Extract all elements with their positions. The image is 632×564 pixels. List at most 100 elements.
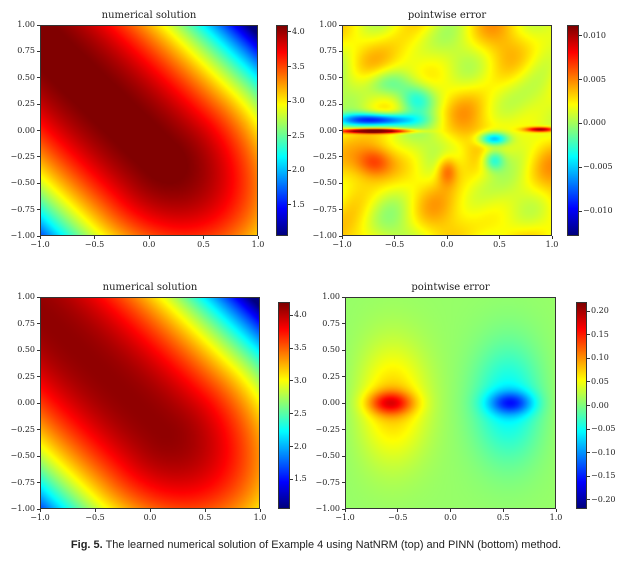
bottom-solution-colorbar xyxy=(278,302,290,509)
bottom-error-ytick-label: −0.25 xyxy=(315,424,340,434)
bottom-solution-xtick-label: 0.5 xyxy=(198,513,212,522)
top-error-ytick-mark xyxy=(339,50,342,52)
top-solution-ytick-label: −0.75 xyxy=(10,204,35,214)
bottom-solution-ytick-label: 0.50 xyxy=(17,345,35,354)
bottom-error-colorbar-tick-mark xyxy=(587,499,590,501)
top-error-ytick-label: 1.00 xyxy=(319,20,337,29)
top-error-heatmap xyxy=(342,25,552,236)
bottom-error-xtick-mark xyxy=(344,509,346,512)
bottom-solution-ytick-mark xyxy=(37,508,40,510)
top-solution-ytick-label: 0.00 xyxy=(17,125,35,135)
bottom-solution-colorbar-tick-mark xyxy=(290,380,293,382)
bottom-error-xtick-label: −0.5 xyxy=(388,513,408,522)
bottom-solution-ytick-label: 0.75 xyxy=(17,318,35,328)
top-error-xtick-mark xyxy=(394,236,395,239)
bottom-error-ytick-label: −0.75 xyxy=(315,477,340,487)
top-solution-xtick-mark xyxy=(203,236,204,239)
top-solution-colorbar-tick-label: 2.5 xyxy=(292,130,305,140)
bottom-solution-xtick-mark xyxy=(204,509,206,512)
top-solution-xtick-label: −1.0 xyxy=(30,240,50,249)
top-solution-colorbar-tick-label: 4.0 xyxy=(292,26,305,36)
top-error-colorbar-tick-mark xyxy=(579,122,582,124)
bottom-solution-colorbar-tick-label: 3.0 xyxy=(294,375,307,385)
bottom-solution-colorbar-tick-mark xyxy=(290,413,293,415)
top-solution-ytick-label: 0.75 xyxy=(17,46,35,56)
top-solution-ytick-label: 1.00 xyxy=(17,20,35,29)
bottom-error-colorbar-tick-label: 0.15 xyxy=(591,329,609,339)
bottom-error-colorbar-tick-label: −0.10 xyxy=(591,447,616,457)
bottom-solution-colorbar-tick-label: 3.5 xyxy=(294,343,307,352)
top-solution-colorbar-tick-label: 2.0 xyxy=(292,165,305,175)
bottom-solution-xtick-mark xyxy=(39,509,41,512)
bottom-solution-ytick-label: 1.00 xyxy=(17,292,35,301)
top-solution-colorbar-tick-mark xyxy=(288,204,291,206)
bottom-solution-ytick-label: 0.25 xyxy=(17,371,35,381)
top-solution-ytick-label: 0.50 xyxy=(17,72,35,82)
top-error-xtick-mark xyxy=(499,236,500,239)
bottom-solution-colorbar-tick-mark xyxy=(290,314,293,316)
bottom-solution-ytick-label: −0.50 xyxy=(10,451,35,460)
top-solution-colorbar-tick-mark xyxy=(288,100,291,102)
bottom-solution-ytick-mark xyxy=(37,376,40,377)
top-solution-xtick-mark xyxy=(94,236,95,239)
bottom-error-ytick-label: 0.00 xyxy=(322,398,340,407)
figure-caption: Fig. 5. The learned numerical solution o… xyxy=(0,539,632,551)
top-error-ytick-label: −0.25 xyxy=(312,151,337,161)
bottom-error-xtick-label: 0.0 xyxy=(444,513,457,522)
top-error-ytick-mark xyxy=(339,103,342,105)
top-solution-colorbar-tick-label: 3.5 xyxy=(292,61,305,71)
top-solution-ytick-mark xyxy=(37,209,40,211)
top-solution-title: numerical solution xyxy=(101,10,197,21)
top-solution-ytick-mark xyxy=(37,182,40,184)
bottom-error-ytick-mark xyxy=(342,323,345,324)
bottom-error-xtick-mark xyxy=(397,509,399,512)
bottom-error-colorbar-tick-mark xyxy=(587,405,590,406)
bottom-error-ytick-mark xyxy=(342,455,345,457)
bottom-solution-ytick-mark xyxy=(37,455,40,457)
bottom-error-heatmap xyxy=(345,297,556,509)
top-solution-ytick-mark xyxy=(37,235,40,237)
top-error-xtick-mark xyxy=(446,236,448,239)
bottom-error-title: pointwise error xyxy=(411,282,490,293)
top-solution-heatmap-image xyxy=(41,26,257,235)
bottom-solution-xtick-mark xyxy=(94,509,96,512)
top-error-ytick-label: −0.50 xyxy=(312,178,337,188)
top-error-ytick-mark xyxy=(339,156,342,158)
bottom-solution-xtick-mark xyxy=(259,509,261,512)
bottom-solution-xtick-label: −1.0 xyxy=(30,513,50,522)
bottom-error-colorbar-tick-mark xyxy=(587,310,590,312)
bottom-solution-xtick-label: 0.0 xyxy=(143,513,157,522)
bottom-error-colorbar-tick-label: −0.20 xyxy=(591,494,616,504)
bottom-error-xtick-mark xyxy=(555,509,557,512)
bottom-error-xtick-mark xyxy=(502,509,504,512)
bottom-error-colorbar-tick-label: 0.20 xyxy=(591,306,609,316)
bottom-error-colorbar-tick-mark xyxy=(587,357,590,359)
bottom-error-ytick-mark xyxy=(342,296,345,298)
top-error-ytick-mark xyxy=(339,24,342,26)
top-solution-ytick-mark xyxy=(37,24,40,26)
top-error-colorbar-tick-mark xyxy=(579,79,582,80)
bottom-error-colorbar-tick-label: 0.00 xyxy=(591,400,609,410)
bottom-solution-colorbar-tick-mark xyxy=(290,347,293,349)
bottom-solution-colorbar-tick-label: 4.0 xyxy=(294,310,307,320)
bottom-error-ytick-mark xyxy=(342,402,345,404)
bottom-solution-heatmap xyxy=(40,297,260,509)
bottom-solution-ytick-mark xyxy=(37,349,40,351)
bottom-error-ytick-mark xyxy=(342,508,345,510)
top-error-ytick-label: 0.25 xyxy=(319,99,337,109)
bottom-solution-ytick-mark xyxy=(37,482,40,483)
top-solution-xtick-mark xyxy=(257,236,259,239)
top-error-xtick-label: 1.0 xyxy=(545,240,559,249)
bottom-error-ytick-label: −1.00 xyxy=(315,504,340,513)
top-solution-xtick-label: 1.0 xyxy=(251,240,265,249)
bottom-solution-colorbar-tick-mark xyxy=(290,478,293,480)
bottom-solution-colorbar-gradient xyxy=(279,303,289,508)
bottom-error-xtick-label: 0.5 xyxy=(496,513,510,522)
top-solution-colorbar-tick-mark xyxy=(288,66,291,67)
bottom-error-colorbar xyxy=(576,302,587,509)
top-solution-colorbar-gradient xyxy=(277,26,287,235)
bottom-solution-colorbar-tick-mark xyxy=(290,446,293,448)
top-solution-colorbar-tick-mark xyxy=(288,169,291,171)
top-error-colorbar-tick-label: 0.000 xyxy=(583,118,606,128)
top-solution-xtick-label: 0.0 xyxy=(142,240,156,249)
